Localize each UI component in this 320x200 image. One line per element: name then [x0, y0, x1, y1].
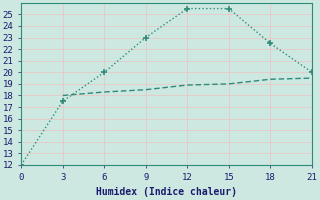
X-axis label: Humidex (Indice chaleur): Humidex (Indice chaleur): [96, 187, 237, 197]
